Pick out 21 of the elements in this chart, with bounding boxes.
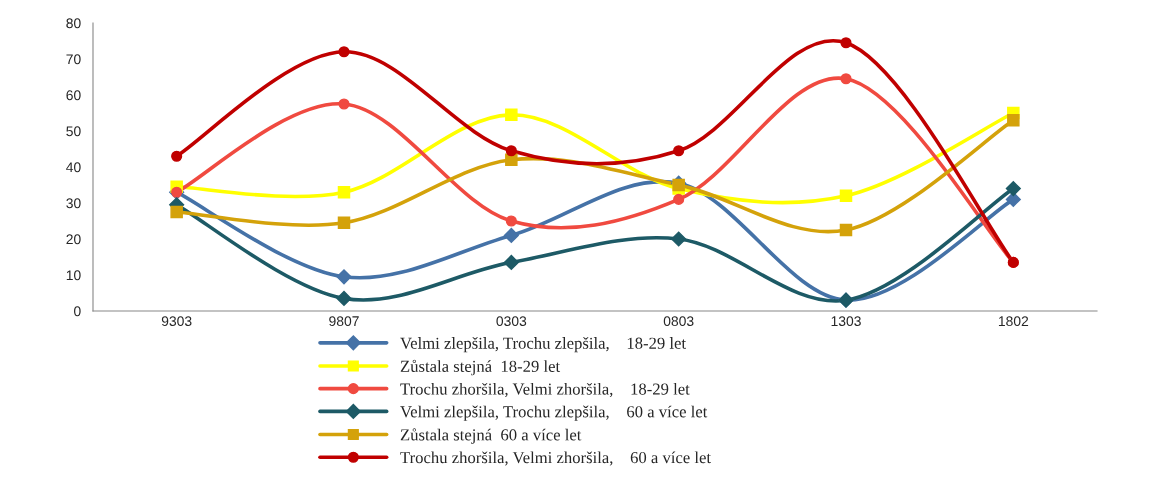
legend-label: Zůstala stejná 18-29 let xyxy=(400,359,561,376)
legend-label: Trochu zhoršila, Velmi zhoršila, 18-29 let xyxy=(400,382,690,398)
y-tick-label: 80 xyxy=(66,18,81,29)
x-tick-label: 1303 xyxy=(831,316,861,327)
y-tick-label: 0 xyxy=(74,306,81,317)
legend-label: Velmi zlepšila, Trochu zlepšila, 60 a více let xyxy=(400,405,708,421)
x-tick-label: 9807 xyxy=(329,316,359,327)
legend-label: Trochu zhoršila, Velmi zhoršila, 60 a více let xyxy=(400,451,711,466)
legend-label: Velmi zlepšila, Trochu zlepšila, 18-29 let xyxy=(400,337,686,353)
x-tick-label: 0803 xyxy=(663,316,694,327)
y-tick-label: 40 xyxy=(66,162,81,173)
y-tick-label: 30 xyxy=(66,198,81,209)
x-tick-label: 0303 xyxy=(496,316,527,327)
legend-label: Zůstala stejná 60 a více let xyxy=(400,428,582,444)
y-tick-label: 70 xyxy=(66,54,81,65)
y-tick-label: 60 xyxy=(66,90,81,101)
x-tick-label: 9303 xyxy=(161,316,192,327)
y-tick-label: 20 xyxy=(66,234,81,245)
x-tick-label: 1802 xyxy=(998,316,1029,327)
y-tick-label: 10 xyxy=(66,270,81,281)
y-tick-label: 50 xyxy=(66,126,81,137)
